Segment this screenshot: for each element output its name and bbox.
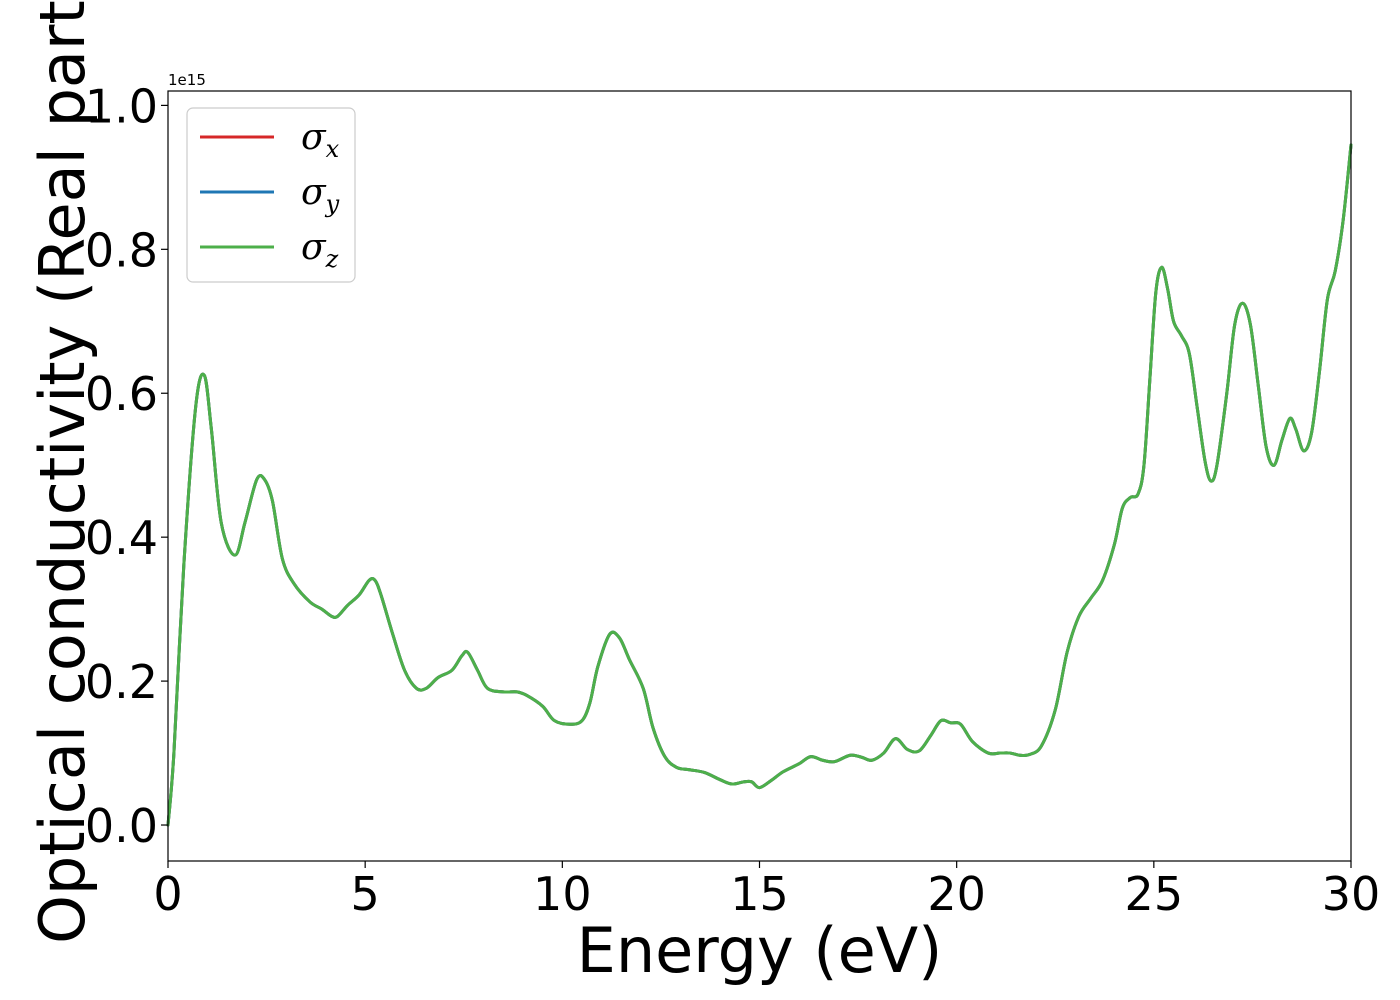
y-axis-ticks: 0.0 0.2 0.4 0.6 0.8 1.0 [85, 79, 168, 853]
x-axis-title: Energy (eV) [577, 914, 943, 987]
y-tick-label: 0.4 [85, 511, 158, 565]
x-axis-ticks: 0 5 10 15 20 25 30 [153, 861, 1380, 921]
x-tick-label: 25 [1125, 867, 1184, 921]
legend-label-x: σx [301, 117, 340, 163]
y-tick-label: 0.2 [85, 655, 158, 709]
x-tick-label: 20 [927, 867, 986, 921]
plot-lines [166, 143, 1353, 827]
legend: σx σy σz [186, 107, 356, 283]
x-tick-label: 15 [730, 867, 789, 921]
x-tick-label: 5 [351, 867, 380, 921]
legend-box [186, 107, 356, 283]
y-axis-title: Optical conductivity (Real part) [26, 0, 99, 944]
y-tick-label: 0.6 [85, 367, 158, 421]
x-tick-label: 10 [533, 867, 592, 921]
y-tick-label: 1.0 [85, 79, 158, 133]
legend-label-y: σy [301, 172, 340, 218]
series-line-z [166, 143, 1353, 827]
x-tick-label: 0 [153, 867, 182, 921]
legend-label-z: σz [301, 227, 339, 273]
y-tick-label: 0.0 [85, 799, 158, 853]
x-tick-label: 30 [1322, 867, 1381, 921]
y-axis-offset-text: 1e15 [168, 71, 206, 89]
y-tick-label: 0.8 [85, 223, 158, 277]
